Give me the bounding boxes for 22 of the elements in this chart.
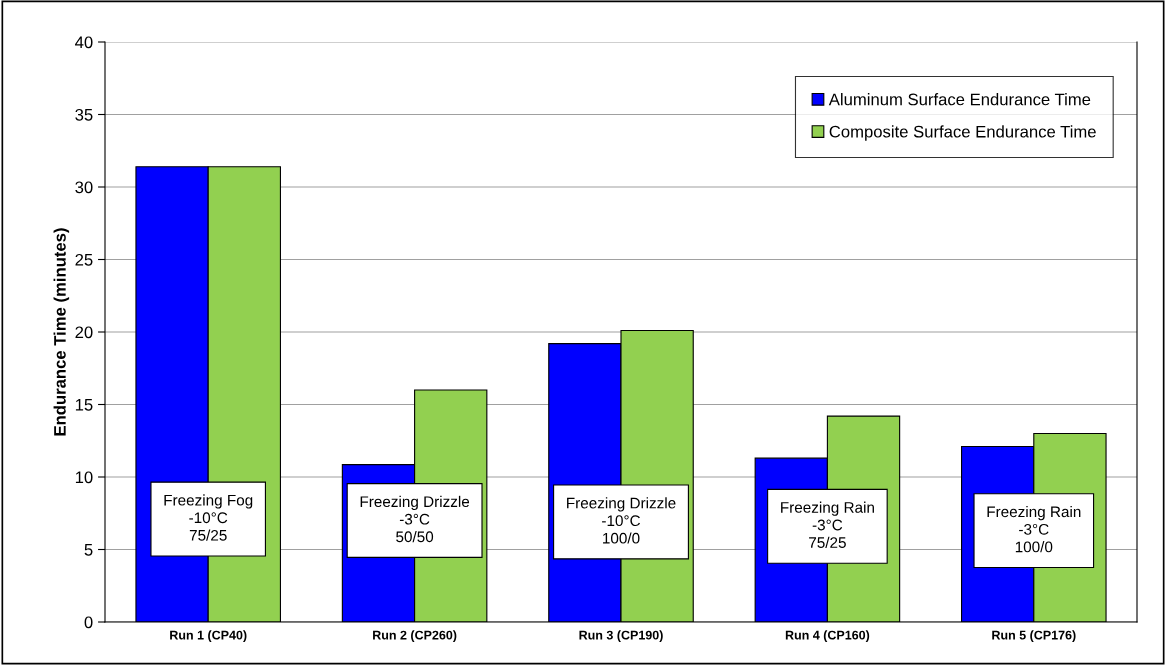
y-tick-label: 15 <box>75 399 93 411</box>
legend-label: Composite Surface Endurance Time <box>829 125 1096 141</box>
annotation: Freezing Fog -10°C 75/25 <box>164 494 253 541</box>
y-tick-label: 30 <box>75 181 93 194</box>
y-axis-title: Endurance Time (minutes) <box>53 228 70 436</box>
annotation: Freezing Rain -3°C 100/0 <box>987 505 1081 553</box>
x-tick-label: Run 2 (CP260) <box>373 630 457 642</box>
x-tick-label: Run 1 (CP40) <box>170 630 247 642</box>
annotation: Freezing Rain -3°C 75/25 <box>781 501 874 548</box>
y-tick-label: 20 <box>75 326 93 339</box>
y-tick-label: 10 <box>75 471 93 484</box>
x-tick-label: Run 4 (CP160) <box>785 630 870 642</box>
y-tick-label: 25 <box>75 253 93 266</box>
y-tick-label: 5 <box>84 544 93 556</box>
x-tick-label: Run 5 (CP176) <box>992 630 1076 642</box>
annotation: Freezing Drizzle -3°C 50/50 <box>360 495 470 543</box>
legend-label: Aluminum Surface Endurance Time <box>828 93 1091 106</box>
y-tick-label: 35 <box>75 108 93 121</box>
x-tick-label: Run 3 (CP190) <box>579 630 663 642</box>
y-tick-label: 0 <box>84 616 93 629</box>
annotation: Freezing Drizzle -10°C 100/0 <box>567 497 676 544</box>
y-tick-label: 40 <box>75 36 93 49</box>
